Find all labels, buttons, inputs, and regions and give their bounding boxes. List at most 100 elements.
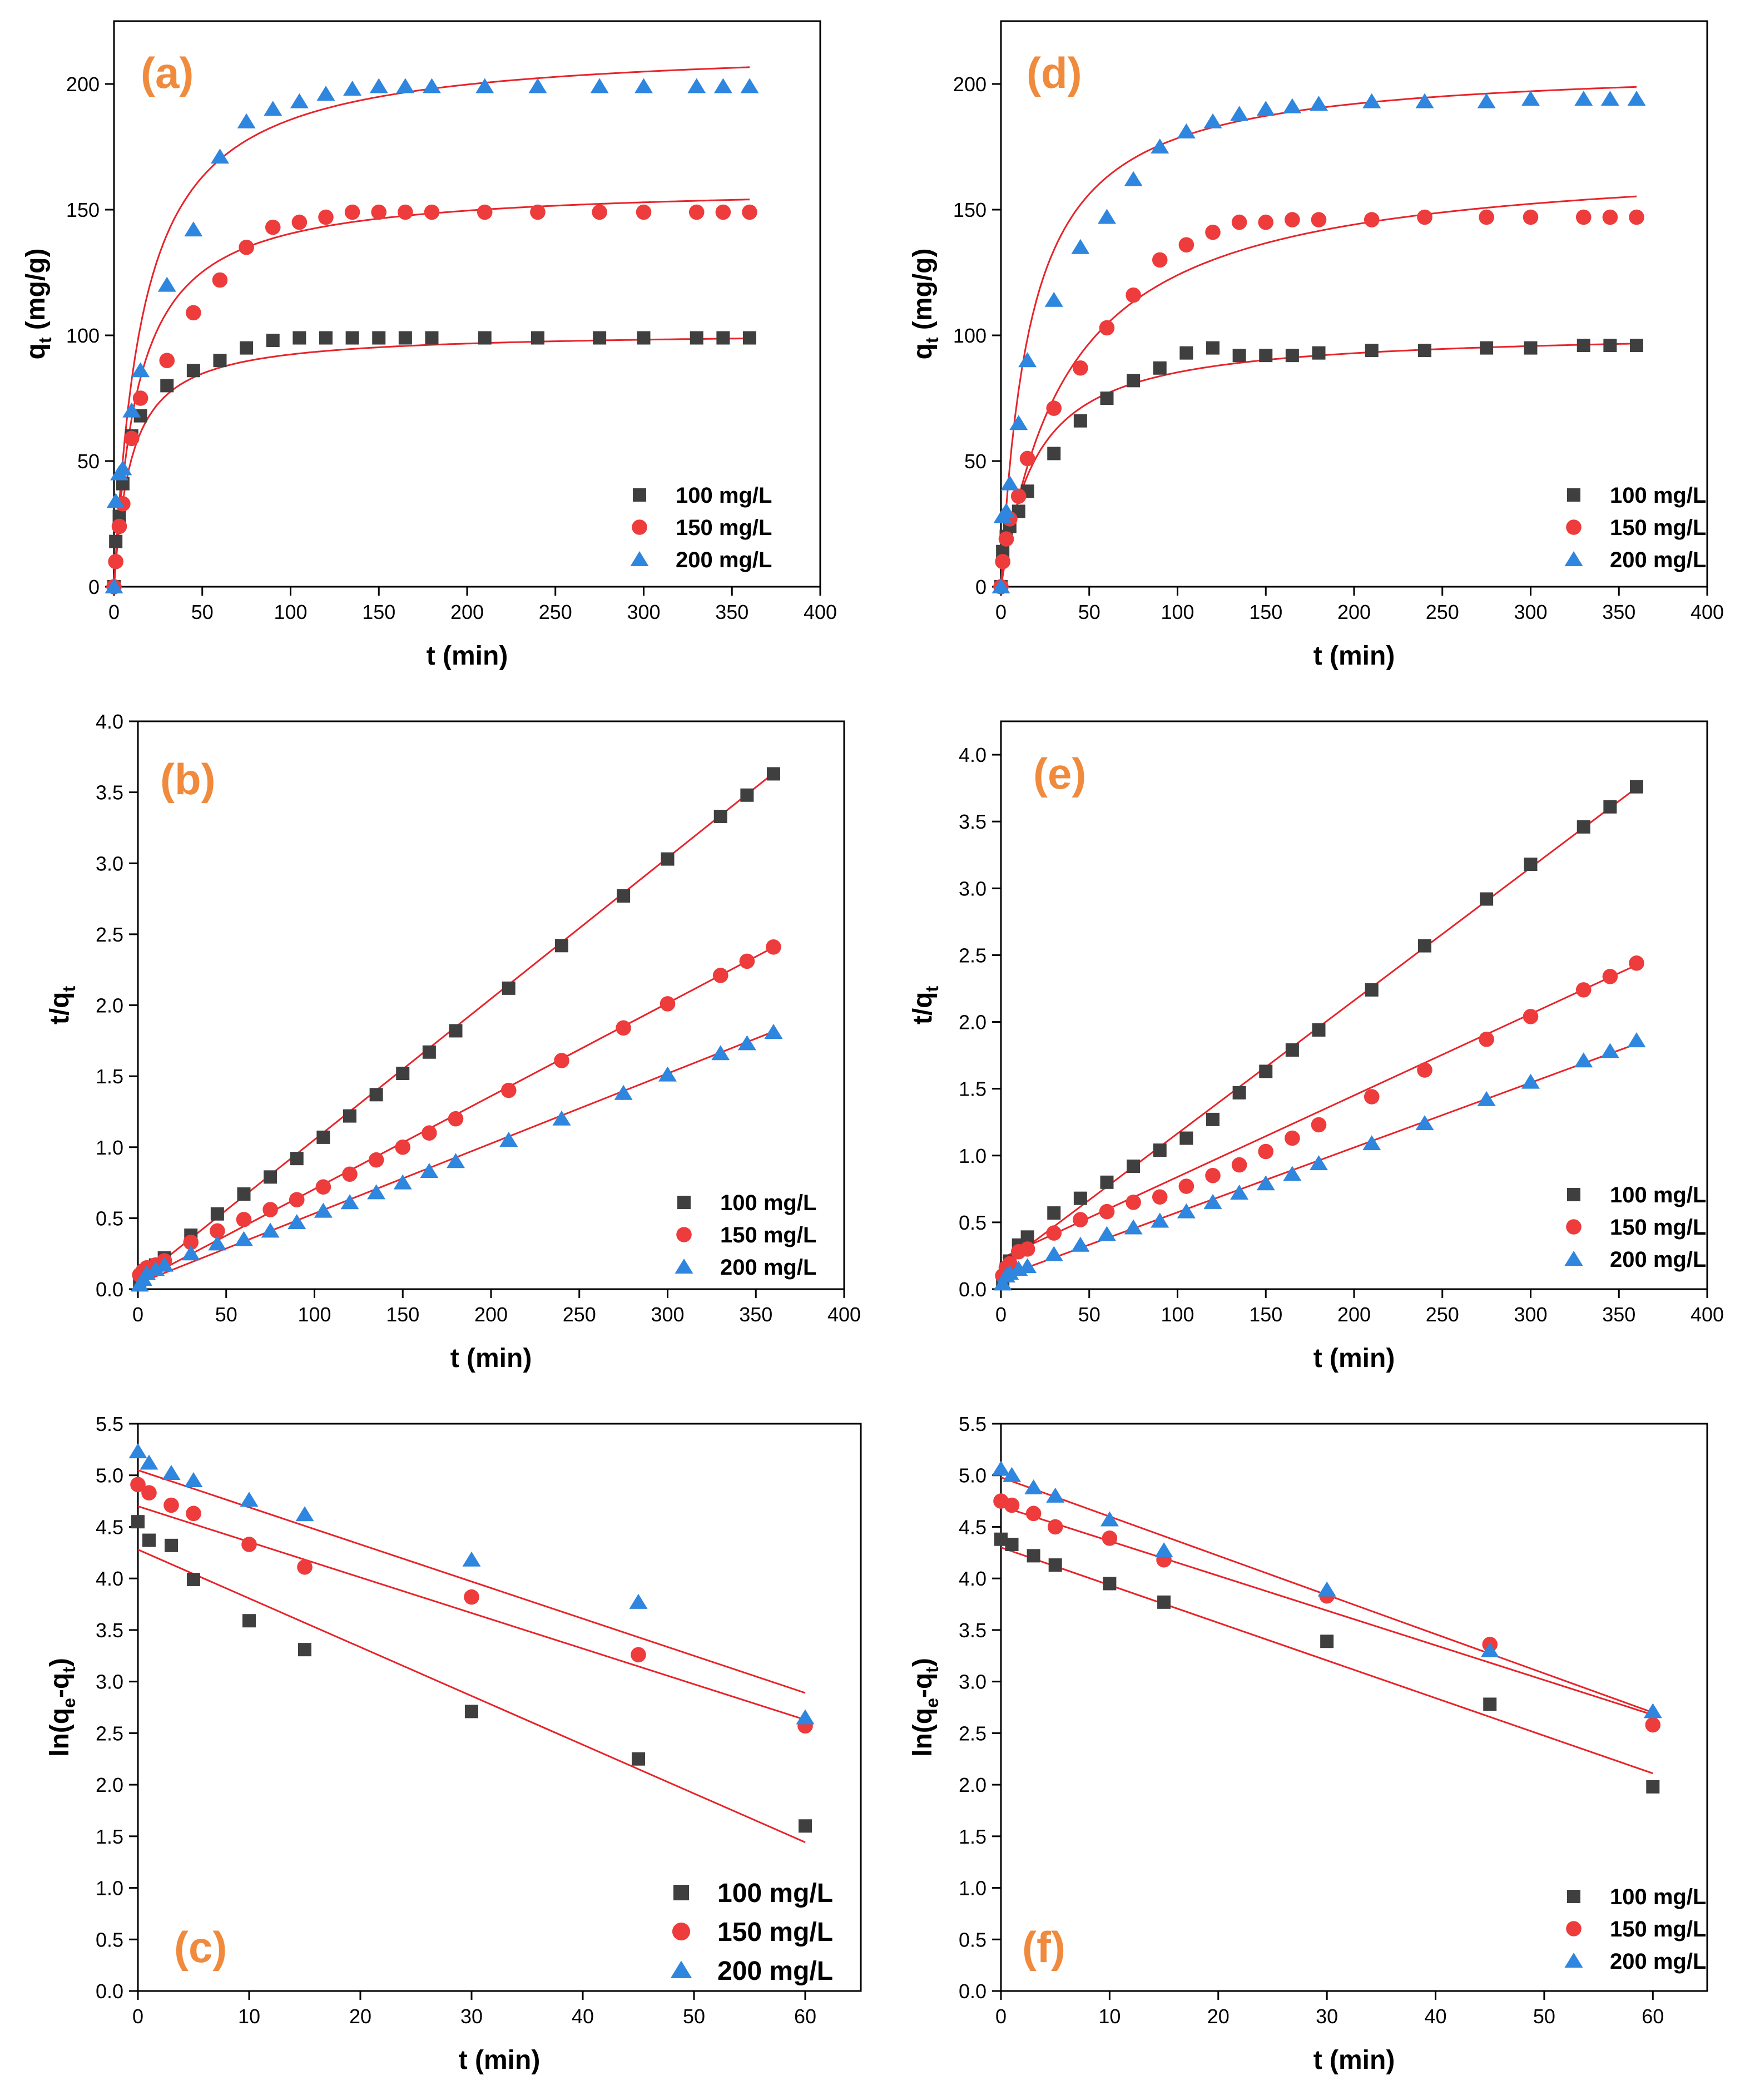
data-point — [1320, 1635, 1334, 1648]
y-tick-label: 0.0 — [959, 1278, 986, 1301]
y-tick-label: 1.0 — [959, 1877, 986, 1900]
x-tick-label: 350 — [1602, 1303, 1635, 1326]
data-point — [242, 1614, 256, 1628]
y-tick-label: 3.0 — [959, 1671, 986, 1693]
data-point — [1283, 98, 1302, 113]
y-tick-label: 3.0 — [96, 852, 123, 875]
legend-label: 200 mg/L — [1610, 1949, 1706, 1974]
data-point — [297, 1559, 313, 1575]
data-point — [162, 1465, 181, 1480]
data-point — [593, 331, 607, 345]
y-tick-label: 5.5 — [96, 1413, 123, 1435]
chart-panel-e: 0 50 100 150 200 250 300 350 400 0.0 0.5 1.0 1.5 2.0 2… — [908, 720, 1724, 1373]
x-tick-label: 100 — [1161, 1303, 1194, 1326]
data-point — [530, 204, 546, 220]
x-tick-label: 200 — [1337, 601, 1371, 623]
x-axis-title: t (min) — [1313, 1344, 1395, 1373]
panel-label: (a) — [141, 48, 194, 97]
y-tick-label: 2.0 — [96, 994, 123, 1017]
data-point — [1203, 1193, 1222, 1209]
data-point — [236, 1212, 252, 1227]
data-point — [1103, 1577, 1117, 1591]
data-point — [462, 1551, 481, 1567]
data-point — [1127, 1159, 1141, 1173]
y-tick-label: 0.0 — [959, 1980, 986, 2003]
legend-label: 100 mg/L — [676, 483, 772, 508]
data-point — [344, 204, 360, 220]
data-point — [634, 78, 653, 93]
chart-panel-a: 0 50 100 150 200 250 300 350 400 0 50 100 150 200 t (m… — [21, 20, 837, 671]
data-point — [590, 78, 609, 93]
legend-label: 150 mg/L — [717, 1918, 833, 1947]
x-tick-label: 0 — [995, 1303, 1007, 1326]
data-point — [186, 1505, 201, 1522]
data-point — [1418, 344, 1431, 358]
x-tick-label: 10 — [238, 2005, 260, 2028]
data-point — [1100, 392, 1114, 405]
legend-marker — [673, 1885, 689, 1900]
data-point — [1364, 1089, 1380, 1105]
data-point — [661, 852, 675, 866]
data-point — [1000, 1265, 1019, 1280]
data-point — [298, 1643, 311, 1657]
data-point — [165, 1538, 178, 1552]
data-point — [132, 390, 148, 406]
data-point — [1311, 212, 1327, 227]
data-point — [1151, 138, 1169, 153]
legend-label: 150 mg/L — [1610, 1917, 1706, 1941]
legend-label: 150 mg/L — [1610, 1215, 1706, 1240]
data-point — [1153, 1143, 1167, 1157]
data-point — [592, 204, 607, 220]
data-point — [261, 1222, 280, 1238]
data-point — [1098, 209, 1116, 224]
x-tick-label: 300 — [1514, 1303, 1547, 1326]
data-point — [767, 767, 780, 781]
x-tick-label: 350 — [739, 1303, 772, 1326]
x-tick-label: 0 — [132, 2005, 143, 2028]
y-tick-label: 4.5 — [959, 1515, 986, 1538]
data-point — [393, 1174, 412, 1190]
y-tick-label: 150 — [953, 199, 986, 221]
data-point — [1127, 374, 1141, 388]
x-axis-title: t (min) — [1313, 2045, 1395, 2075]
data-point — [1417, 209, 1432, 225]
data-point — [315, 1179, 331, 1195]
data-point — [160, 379, 174, 393]
y-tick-label: 0 — [975, 576, 986, 598]
data-point — [157, 276, 176, 292]
data-point — [465, 1705, 478, 1718]
y-tick-label: 0.0 — [96, 1278, 123, 1301]
data-point — [475, 78, 494, 93]
data-point — [1018, 1258, 1037, 1274]
data-point — [464, 1589, 479, 1605]
y-tick-label: 0.5 — [959, 1211, 986, 1234]
data-point — [369, 1088, 383, 1102]
data-point — [184, 1472, 203, 1487]
x-tick-label: 60 — [1642, 2005, 1664, 2028]
y-tick-label: 1.5 — [96, 1825, 123, 1848]
legend-label: 200 mg/L — [720, 1255, 816, 1280]
x-tick-label: 50 — [1078, 1303, 1100, 1326]
data-point — [1477, 93, 1496, 108]
data-point — [1524, 341, 1538, 355]
x-tick-label: 40 — [1425, 2005, 1447, 2028]
y-axis-title: ln(qe-qt) — [908, 1658, 942, 1757]
data-point — [1577, 820, 1590, 834]
data-point — [1600, 1043, 1619, 1058]
data-point — [1259, 349, 1273, 363]
data-point — [1024, 1479, 1043, 1494]
data-point — [1365, 344, 1379, 358]
data-point — [1603, 800, 1617, 814]
data-point — [1019, 1241, 1035, 1257]
fit-line — [137, 1469, 806, 1694]
x-tick-label: 400 — [1691, 1303, 1724, 1326]
data-point — [552, 1110, 571, 1126]
data-point — [1283, 1166, 1302, 1181]
x-axis-title: t (min) — [427, 641, 508, 671]
data-point — [287, 1214, 306, 1230]
legend-marker — [1564, 1251, 1583, 1266]
data-point — [1177, 123, 1196, 138]
data-point — [1600, 91, 1619, 106]
data-point — [290, 1152, 304, 1166]
x-tick-label: 350 — [1602, 601, 1635, 623]
